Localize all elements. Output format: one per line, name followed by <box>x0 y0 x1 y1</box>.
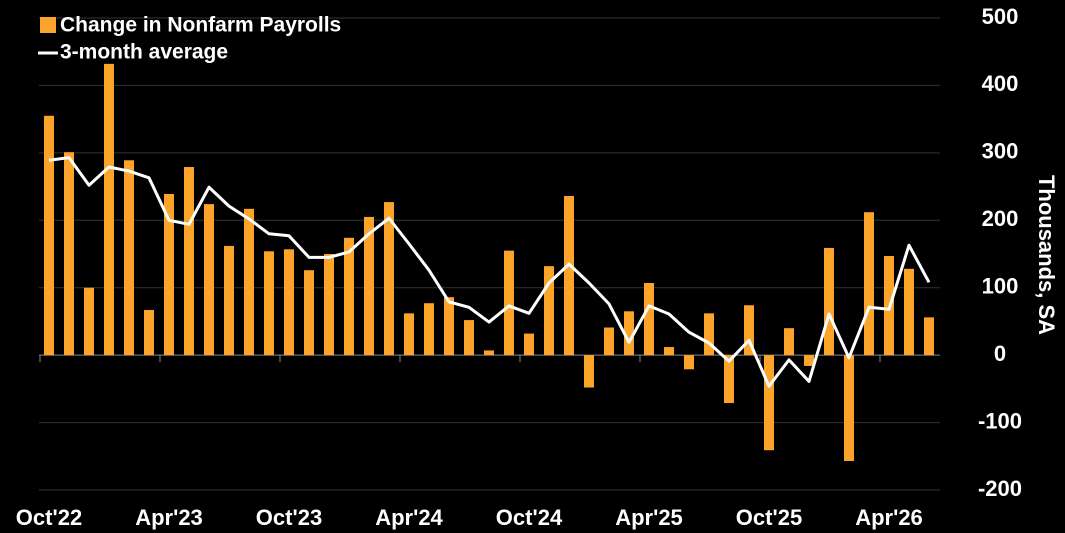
y-tick-label: 100 <box>982 274 1019 299</box>
bar <box>644 282 654 356</box>
x-tick-label: Oct'22 <box>16 505 82 530</box>
bar <box>604 327 614 356</box>
bar <box>464 320 474 356</box>
y-tick-label: 400 <box>982 71 1019 96</box>
bar <box>344 237 354 356</box>
legend-swatch <box>40 17 56 33</box>
bar <box>584 355 594 388</box>
bar <box>664 347 674 356</box>
bar <box>324 254 334 356</box>
bar <box>924 317 934 356</box>
bar <box>804 355 814 366</box>
bar <box>684 355 694 370</box>
y-tick-label: -100 <box>978 408 1022 433</box>
bar <box>84 287 94 356</box>
bar <box>744 305 754 356</box>
bar <box>264 251 274 356</box>
x-tick-label: Apr'23 <box>135 505 203 530</box>
bar <box>724 355 734 404</box>
bar <box>124 160 134 356</box>
bar <box>204 204 214 356</box>
bar <box>384 202 394 356</box>
bar <box>484 350 494 356</box>
bar <box>104 63 114 356</box>
bar <box>284 249 294 356</box>
bar <box>624 311 634 356</box>
bar <box>524 333 534 356</box>
bar <box>904 268 914 356</box>
bar <box>44 115 54 356</box>
bar <box>704 313 714 356</box>
bar <box>764 355 774 451</box>
x-tick-label: Oct'25 <box>736 505 802 530</box>
x-tick-label: Oct'23 <box>256 505 322 530</box>
bar <box>184 167 194 356</box>
y-tick-label: 500 <box>982 4 1019 29</box>
bar <box>144 309 154 356</box>
bar <box>784 328 794 356</box>
legend-label: 3-month average <box>60 41 228 64</box>
bar <box>864 212 874 356</box>
x-tick-label: Apr'26 <box>855 505 923 530</box>
bar <box>424 303 434 356</box>
x-tick-label: Oct'24 <box>496 505 563 530</box>
y-tick-label: 0 <box>994 341 1006 366</box>
bar <box>64 152 74 356</box>
bar <box>364 216 374 356</box>
bar <box>544 266 554 356</box>
bar <box>824 247 834 356</box>
bar <box>224 245 234 356</box>
y-tick-label: -200 <box>978 476 1022 501</box>
legend-label: Change in Nonfarm Payrolls <box>60 14 341 37</box>
line <box>48 156 931 388</box>
bar <box>564 196 574 356</box>
x-tick-label: Apr'25 <box>615 505 683 530</box>
y-tick-label: 200 <box>982 206 1019 231</box>
bar <box>164 193 174 356</box>
bar <box>244 208 254 356</box>
bar <box>844 355 854 462</box>
y-tick-label: 300 <box>982 139 1019 164</box>
x-tick-label: Apr'24 <box>375 505 443 530</box>
bar <box>504 250 514 356</box>
bar <box>304 270 314 356</box>
y-axis-label: Thousands, SA <box>1034 175 1059 335</box>
bar <box>444 297 454 356</box>
bar <box>404 313 414 356</box>
